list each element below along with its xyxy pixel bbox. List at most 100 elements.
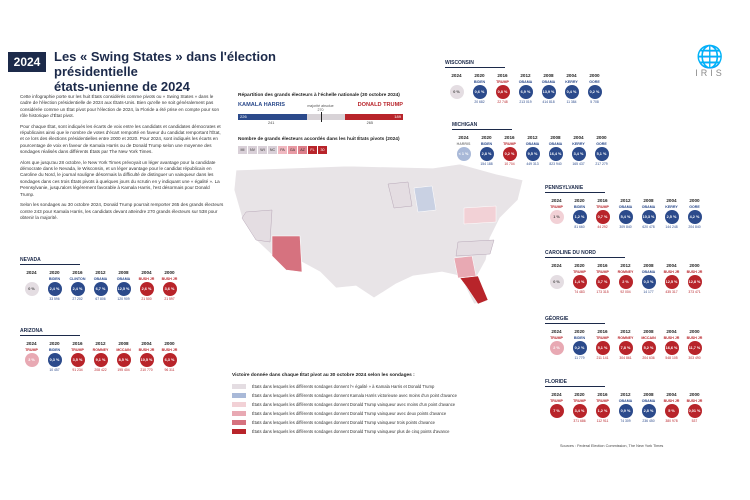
year-label: 2020 — [574, 392, 585, 397]
harris-bar: 226 — [238, 114, 308, 120]
candidate-name: TRUMP — [573, 399, 586, 403]
vote-gap: 10 704 — [504, 162, 515, 166]
result-arizona-2020: 2020 BIDEN 0,3 % 10 457 — [43, 340, 66, 373]
candidate-name: TRUMP — [550, 399, 563, 403]
year-label: 2008 — [643, 392, 654, 397]
year-label: 2004 — [666, 263, 677, 268]
result-floride-2020: 2020 TRUMP 3,4 % 371 686 — [568, 391, 591, 424]
result-pennsylvanie-2004: 2004 KERRY 2,5 % 144 248 — [660, 197, 683, 230]
result-georgie-2020: 2020 BIDEN 0,2 % 11 779 — [568, 328, 591, 361]
vote-gap: 20 682 — [474, 100, 485, 104]
year-label: 2024 — [551, 392, 562, 397]
result-caroline-2012: 2012 ROMNEY 2 % 92 004 — [614, 262, 637, 295]
vote-gap: 96 311 — [164, 368, 175, 372]
vote-gap: 10 457 — [49, 368, 60, 372]
vote-gap: 414 818 — [542, 100, 555, 104]
year-label: 2012 — [620, 263, 631, 268]
result-wisconsin-2012: 2012 OBAMA 6,9 % 213 019 — [514, 72, 537, 105]
candidate-name: BUSH JR — [686, 399, 703, 403]
margin-circle: 5,4 % — [618, 210, 633, 224]
swing-cell-pa: PA — [278, 146, 288, 154]
result-arizona-2008: 2008 MCCAIN 8,5 % 195 404 — [112, 340, 135, 373]
year-label: 2024 — [458, 135, 469, 140]
vote-gap: 371 686 — [573, 419, 586, 423]
state-name: GÉORGIE — [545, 316, 569, 322]
result-michigan-2012: 2012 OBAMA 9,5 % 449 313 — [521, 134, 544, 167]
candidate-name: BUSH JR — [663, 336, 680, 340]
legend-items: États dans lesquels les différents sonda… — [232, 382, 532, 436]
result-pennsylvanie-2020: 2020 BIDEN 1,2 % 81 660 — [568, 197, 591, 230]
vote-gap: 309 840 — [619, 225, 632, 229]
candidate-name: TRUMP — [596, 270, 609, 274]
swing-cell-30: 30 — [318, 146, 328, 154]
swing-bar-title: Nombre de grands électeurs accordés dans… — [238, 137, 400, 142]
year-label: 2016 — [497, 73, 508, 78]
result-caroline-2004: 2004 BUSH JR 12,5 % 435 317 — [660, 262, 683, 295]
grid-caroline: 2024 0 % 2020 TRUMP 1,4 % 74 483 2016 TRUMP 3,7 … — [545, 262, 706, 295]
swing-cell-az: AZ — [298, 146, 308, 154]
year-label: 2016 — [597, 198, 608, 203]
candidate-name: BIDEN — [48, 277, 61, 281]
margin-circle: 3,6 % — [162, 282, 177, 296]
candidate-name: TRUMP — [550, 336, 563, 340]
margin-circle: 4,2 % — [687, 210, 702, 224]
intro-paragraph-1: Cette infographie porte sur les huit Éta… — [20, 94, 220, 119]
candidate-name: MCCAIN — [641, 336, 656, 340]
legend-label: États dans lesquels les différents sonda… — [252, 402, 456, 407]
vote-gap: 144 248 — [665, 225, 678, 229]
candidate-name: BUSH JR — [663, 399, 680, 403]
state-michigan: MICHIGAN — [452, 122, 512, 130]
candidate-name: BUSH JR — [686, 270, 703, 274]
swing-cell-fl: FL — [308, 146, 318, 154]
candidate-name: TRUMP — [596, 336, 609, 340]
legend-label: États dans lesquels les différents sonda… — [252, 429, 450, 434]
candidate-name: CLINTON — [69, 277, 86, 281]
margin-circle: 9,1 % — [93, 353, 108, 367]
margin-circle: 16,4 % — [548, 147, 563, 161]
north-carolina-shape — [455, 239, 495, 257]
result-michigan-2020: 2020 BIDEN 2,8 % 154 188 — [475, 134, 498, 167]
candidate-name: ROMNEY — [617, 270, 634, 274]
result-georgie-2024: 2024 TRUMP 2 % — [545, 328, 568, 361]
harris-total: 241 — [268, 121, 275, 125]
wisconsin-shape — [387, 181, 413, 209]
margin-circle: 3,4 % — [572, 404, 587, 418]
iris-logo: 🌐 IRIS — [680, 44, 740, 79]
candidate-name: OBAMA — [641, 399, 656, 403]
vote-gap: 217 279 — [595, 162, 608, 166]
legend-label: États dans lesquels les différents sonda… — [252, 393, 457, 398]
candidate-name: ROMNEY — [617, 336, 634, 340]
state-arizona: ARIZONA — [20, 328, 80, 336]
legend-label: États dans lesquels les différents sonda… — [252, 420, 435, 425]
legend-swatch — [232, 429, 246, 434]
vote-gap: 5 708 — [590, 100, 599, 104]
margin-circle: 0,9 % — [618, 404, 633, 418]
margin-circle: 5 % — [664, 404, 679, 418]
year-label: 2008 — [643, 198, 654, 203]
year-label: 2012 — [620, 198, 631, 203]
majority-line — [320, 112, 322, 122]
grid-arizona: 2024 TRUMP 3 % 2020 BIDEN 0,3 % 10 457 2016 TRUM… — [20, 340, 181, 373]
intro-paragraph-2: Pour chaque État, sont indiqués les écar… — [20, 123, 221, 155]
candidate-name: HARRIS — [456, 142, 471, 146]
margin-circle: 12,5 % — [664, 275, 679, 289]
globe-icon: 🌐 — [696, 44, 724, 69]
state-name: ARIZONA — [20, 328, 43, 334]
page-title: Les « Swing States » dans l'élection pré… — [54, 49, 354, 94]
year-label: 2016 — [597, 263, 608, 268]
candidate-name: OBAMA — [525, 142, 540, 146]
state-name: MICHIGAN — [452, 122, 478, 128]
swing-cell-nv: NV — [248, 146, 258, 154]
state-name: CAROLINE DU NORD — [545, 250, 596, 256]
state-name: FLORIDE — [545, 379, 567, 385]
margin-circle: 7,8 % — [618, 341, 633, 355]
vote-gap: 21 597 — [164, 297, 175, 301]
result-arizona-2000: 2000 BUSH JR 6,3 % 96 311 — [158, 340, 181, 373]
state-caroline: CAROLINE DU NORD — [545, 250, 625, 258]
vote-gap: 213 019 — [519, 100, 532, 104]
margin-circle: 3,4 % — [571, 147, 586, 161]
logo-text: IRIS — [695, 68, 725, 78]
candidate-name: KERRY — [572, 142, 585, 146]
vote-gap: 11 779 — [574, 356, 585, 360]
candidate-name: TRUMP — [496, 80, 509, 84]
